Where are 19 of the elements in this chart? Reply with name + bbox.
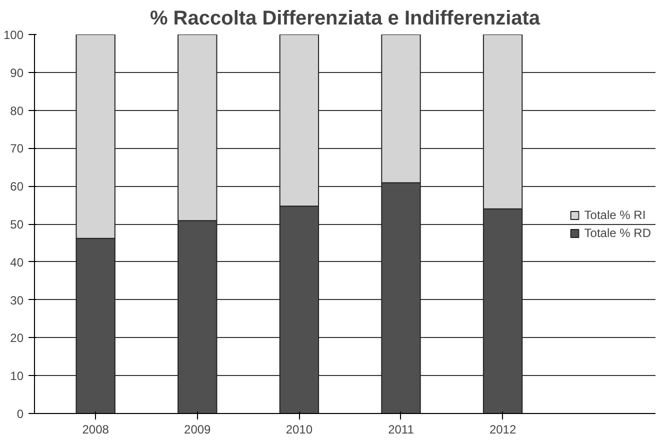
y-tick-label: 40: [10, 255, 24, 270]
legend-label: Totale % RI: [584, 208, 646, 222]
y-tick-label: 10: [10, 369, 24, 384]
y-tick-label: 60: [10, 180, 24, 194]
x-tick-label: 2011: [388, 422, 414, 436]
legend-label: Totale % RD: [584, 226, 651, 240]
y-tick-label: 90: [10, 66, 24, 80]
x-tick-label: 2009: [184, 422, 212, 436]
y-tick-label: 50: [10, 218, 24, 232]
x-tick-label: 2012: [489, 422, 516, 436]
x-tick-label: 2010: [286, 422, 313, 436]
y-tick-label: 70: [10, 142, 24, 156]
chart-title: % Raccolta Differenziata e Indifferenziata: [150, 8, 541, 30]
y-tick-label: 20: [10, 331, 24, 346]
x-tick-label: 2008: [82, 422, 110, 436]
y-tick-label: 0: [16, 407, 24, 421]
y-tick-label: 30: [10, 293, 24, 308]
y-tick-label: 80: [10, 104, 24, 118]
y-tick-label: 100: [3, 28, 24, 42]
